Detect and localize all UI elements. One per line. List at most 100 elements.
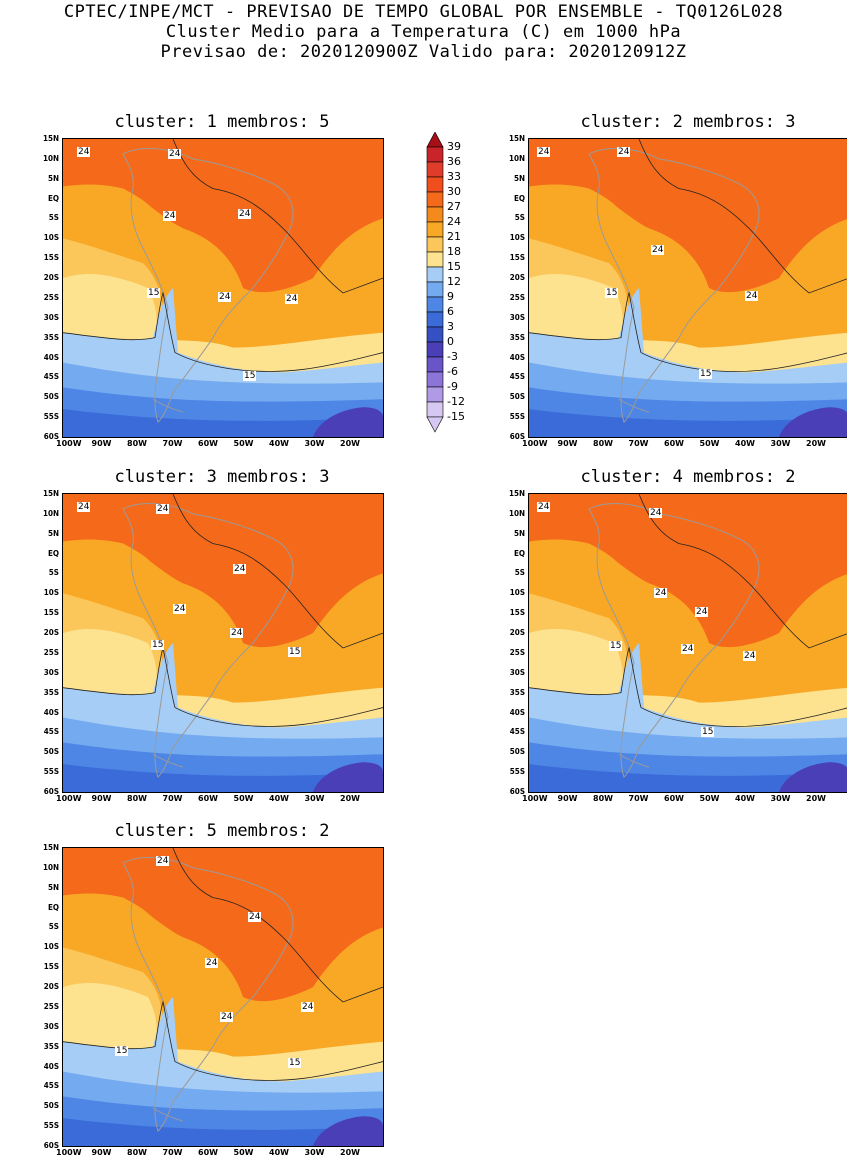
colorbar-tick-label: 27 xyxy=(447,200,461,213)
lat-tick-label: 60S xyxy=(509,787,525,796)
lon-tick-label: 70W xyxy=(162,439,183,448)
lon-tick-label: 90W xyxy=(557,794,578,803)
lat-tick-label: 60S xyxy=(509,432,525,441)
lat-tick-label: 5N xyxy=(47,882,59,892)
lon-tick-label: 30W xyxy=(770,439,791,448)
lat-tick-label: 50S xyxy=(509,747,525,757)
cluster-title: cluster: 3 membros: 3 xyxy=(114,467,330,487)
lon-tick-label: 50W xyxy=(233,439,254,448)
cluster-title: cluster: 5 membros: 2 xyxy=(114,821,330,841)
header-subtitle: Cluster Medio para a Temperatura (C) em … xyxy=(165,22,682,42)
lat-tick-label: 10S xyxy=(509,588,525,598)
lon-tick-label: 100W xyxy=(56,1148,82,1157)
contour-label: 15 xyxy=(147,288,161,298)
colorbar-tick-label: -15 xyxy=(447,410,465,423)
lat-tick-label: 25S xyxy=(509,292,525,302)
contour-label: 24 xyxy=(537,147,551,157)
lon-tick-label: 50W xyxy=(233,1148,254,1157)
lat-tick-label: 60S xyxy=(43,432,59,441)
lat-tick-label: 55S xyxy=(509,412,525,422)
colorbar-swatch xyxy=(426,176,444,193)
lon-tick-label: 30W xyxy=(304,439,325,448)
lat-tick-label: 30S xyxy=(509,667,525,677)
lat-tick-label: 15N xyxy=(42,134,59,143)
lat-tick-label: 60S xyxy=(43,787,59,796)
lat-tick-label: EQ xyxy=(513,548,525,558)
colorbar-swatch xyxy=(426,341,444,358)
lon-tick-label: 90W xyxy=(557,439,578,448)
lat-tick-label: 30S xyxy=(43,667,59,677)
contour-label: 24 xyxy=(77,502,91,512)
lat-tick-label: 5N xyxy=(47,173,59,183)
lon-tick-label: 20W xyxy=(806,439,826,448)
lat-tick-label: 5N xyxy=(513,528,525,538)
lon-tick-label: 70W xyxy=(162,794,183,803)
lat-tick-label: 10S xyxy=(509,233,525,243)
colorbar-tick-label: 12 xyxy=(447,275,461,288)
lat-tick-label: 35S xyxy=(509,687,525,697)
colorbar-swatch xyxy=(426,191,444,208)
lon-tick-label: 100W xyxy=(522,439,548,448)
contour-label: 24 xyxy=(168,149,182,159)
contour-label: 15 xyxy=(115,1046,129,1056)
cluster-title: cluster: 4 membros: 2 xyxy=(580,467,796,487)
colorbar-tick-label: 24 xyxy=(447,215,461,228)
colorbar-swatch xyxy=(426,281,444,298)
lat-tick-label: 10N xyxy=(508,153,525,163)
colorbar-tick-label: 36 xyxy=(447,155,461,168)
colorbar: 39 36 33 30 27 24 21 18 15 12 9 6 3 0 -3 -6 -9 -12 -15 xyxy=(425,132,485,442)
colorbar-tick-label: 30 xyxy=(447,185,461,198)
colorbar-swatch xyxy=(426,386,444,403)
colorbar-swatch xyxy=(426,221,444,238)
lat-tick-label: 10N xyxy=(42,508,59,518)
contour-label: 24 xyxy=(285,294,299,304)
colorbar-tick-label: 21 xyxy=(447,230,461,243)
cluster-title: cluster: 1 membros: 5 xyxy=(114,112,330,132)
lat-tick-label: 35S xyxy=(43,332,59,342)
contour-label: 24 xyxy=(743,651,757,661)
lat-tick-label: 5N xyxy=(47,528,59,538)
lon-tick-label: 60W xyxy=(198,439,218,448)
lat-tick-label: 25S xyxy=(43,292,59,302)
temperature-map: 24 24 24 24 24 24 15 15 xyxy=(528,493,847,793)
lat-tick-label: 15S xyxy=(43,962,59,972)
lat-tick-label: 35S xyxy=(509,332,525,342)
contour-label: 24 xyxy=(695,607,709,617)
lat-tick-label: 40S xyxy=(43,707,59,717)
colorbar-tick-label: 6 xyxy=(447,305,454,318)
contour-label: 24 xyxy=(537,502,551,512)
colorbar-tick-label: -3 xyxy=(447,350,458,363)
temperature-map: 24 24 24 24 24 15 15 xyxy=(62,493,384,793)
lon-tick-label: 20W xyxy=(340,439,360,448)
contour-label: 15 xyxy=(243,371,257,381)
lat-tick-label: 50S xyxy=(509,392,525,402)
lon-tick-label: 40W xyxy=(735,794,755,803)
lat-tick-label: 10N xyxy=(42,153,59,163)
lat-tick-label: 40S xyxy=(509,352,525,362)
colorbar-tick-label: -12 xyxy=(447,395,465,408)
lat-tick-label: 45S xyxy=(43,372,59,382)
lat-tick-label: 45S xyxy=(509,727,525,737)
contour-label: 24 xyxy=(745,291,759,301)
lon-tick-label: 60W xyxy=(664,439,684,448)
lat-tick-label: 40S xyxy=(43,1061,59,1071)
lat-tick-label: 25S xyxy=(43,647,59,657)
lat-tick-label: EQ xyxy=(47,548,59,558)
lat-tick-label: 50S xyxy=(43,1101,59,1111)
lat-tick-label: 10N xyxy=(42,862,59,872)
contour-label: 15 xyxy=(699,369,713,379)
lat-tick-label: 5S xyxy=(48,568,59,578)
colorbar-tick-label: 9 xyxy=(447,290,454,303)
colorbar-tick-label: 18 xyxy=(447,245,461,258)
colorbar-swatch xyxy=(426,326,444,343)
lat-tick-label: 15N xyxy=(42,489,59,498)
lon-tick-label: 20W xyxy=(806,794,826,803)
lat-tick-label: 15S xyxy=(43,608,59,618)
lat-tick-label: 45S xyxy=(43,727,59,737)
lat-tick-label: 10S xyxy=(43,233,59,243)
lat-tick-label: 5S xyxy=(48,922,59,932)
lon-tick-label: 60W xyxy=(664,794,684,803)
contour-label: 24 xyxy=(654,588,668,598)
colorbar-swatch xyxy=(426,146,444,163)
colorbar-swatch xyxy=(426,251,444,268)
